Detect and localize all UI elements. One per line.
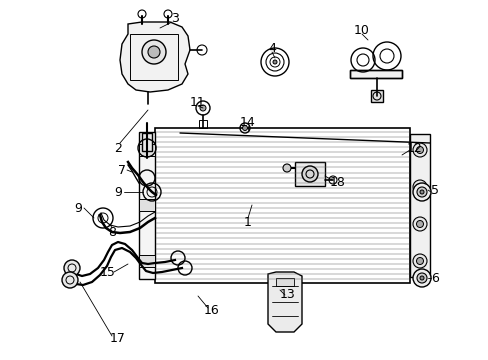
Text: 5: 5 [430,184,438,197]
Text: 16: 16 [203,303,220,316]
Circle shape [200,105,205,111]
Bar [370,90,382,102]
Circle shape [412,183,430,201]
Bar [349,70,401,78]
Circle shape [412,254,426,268]
Text: 7: 7 [118,163,126,176]
Circle shape [416,257,423,265]
Text: 9: 9 [114,185,122,198]
Bar [155,128,409,283]
Bar [142,133,152,151]
Circle shape [416,273,426,283]
Bar [409,134,429,277]
Circle shape [62,272,78,288]
Circle shape [302,166,317,182]
Circle shape [419,276,423,280]
Text: 17: 17 [110,332,126,345]
Text: 10: 10 [353,23,369,36]
Circle shape [416,147,423,153]
Text: 9: 9 [74,202,82,215]
Bar [275,278,293,286]
Bar [139,255,155,267]
Text: 18: 18 [329,175,345,189]
Circle shape [242,126,247,130]
Bar [139,199,155,211]
Circle shape [64,260,80,276]
Text: 1: 1 [244,216,251,229]
Circle shape [412,217,426,231]
Circle shape [412,180,426,194]
Text: 11: 11 [190,95,205,108]
Text: 13: 13 [280,288,295,302]
Text: 2: 2 [114,141,122,154]
Circle shape [272,60,276,64]
Polygon shape [120,22,190,92]
Circle shape [142,40,165,64]
Text: 8: 8 [108,225,116,238]
Circle shape [416,187,426,197]
Circle shape [412,143,426,157]
Bar [139,144,155,156]
Bar [349,70,401,78]
Circle shape [419,190,423,194]
Text: 3: 3 [171,12,179,24]
Text: 4: 4 [267,41,275,54]
Text: 14: 14 [240,116,255,129]
Circle shape [283,164,290,172]
Text: 15: 15 [100,266,116,279]
Bar [130,34,178,80]
Text: 12: 12 [407,141,422,154]
Text: 6: 6 [430,271,438,284]
Circle shape [416,184,423,190]
Bar [139,132,155,279]
Circle shape [416,220,423,228]
Bar [199,120,206,128]
Circle shape [412,269,430,287]
Bar [294,162,325,186]
Circle shape [148,46,160,58]
Polygon shape [267,272,302,332]
